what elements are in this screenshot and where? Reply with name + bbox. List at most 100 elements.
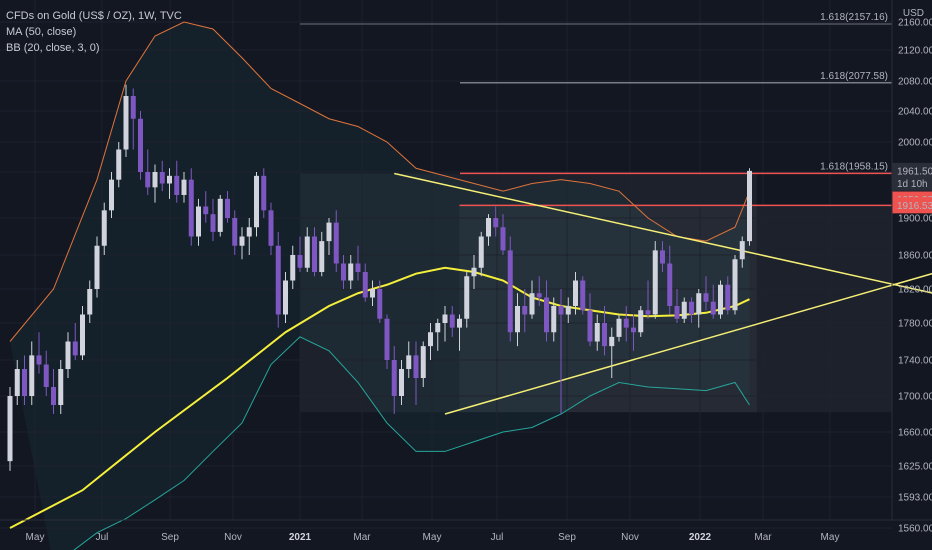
- candle-body: [196, 206, 201, 237]
- y-tick-label: 1900.00: [898, 214, 932, 225]
- legend-ma: MA (50, close): [6, 26, 77, 38]
- candle-body: [138, 118, 143, 172]
- candle-body: [51, 387, 56, 405]
- candle-body: [232, 218, 238, 246]
- candle-body: [362, 272, 368, 298]
- candle-body: [710, 301, 716, 315]
- candle-body: [7, 396, 13, 462]
- x-tick-label: Nov: [621, 532, 639, 543]
- candle-body: [747, 170, 752, 242]
- y-tick-label: 1593.00: [898, 493, 932, 504]
- currency-label: USD: [902, 8, 924, 19]
- candle-body: [80, 314, 85, 356]
- candle-body: [457, 318, 462, 328]
- legend-symbol: CFDs on Gold (US$ / OZ), 1W, TVC: [6, 10, 182, 22]
- candle-body: [297, 255, 303, 268]
- candle-body: [341, 263, 346, 281]
- candle-body: [152, 172, 158, 188]
- x-tick-label: Jul: [491, 532, 504, 543]
- candle-body: [667, 263, 673, 306]
- candle-body: [246, 227, 252, 237]
- candle-body: [507, 250, 513, 333]
- candle-body: [660, 250, 665, 264]
- candle-body: [696, 293, 702, 315]
- candle-body: [43, 364, 49, 387]
- fib-level-label: 1.618(1958.15): [820, 161, 888, 172]
- y-tick-label: 1700.00: [898, 392, 932, 403]
- candle-body: [174, 175, 180, 195]
- candle-body: [435, 323, 441, 333]
- candle-body: [261, 175, 267, 211]
- candle-body: [406, 355, 412, 369]
- candle-body: [652, 250, 658, 315]
- price-badge-label: 1916.53: [897, 201, 932, 212]
- candle-body: [399, 369, 404, 396]
- candle-body: [486, 218, 491, 237]
- x-tick-label: 2022: [689, 532, 712, 543]
- y-tick-label: 2160.00: [898, 18, 932, 29]
- fib-level-label: 1.618(2157.16): [820, 12, 888, 23]
- range-box: [300, 173, 757, 413]
- y-tick-label: 1860.00: [898, 251, 932, 262]
- candle-body: [254, 175, 259, 228]
- candle-body: [275, 245, 281, 315]
- candle-body: [167, 175, 172, 184]
- y-tick-label: 2080.00: [898, 77, 932, 88]
- candle-body: [326, 222, 332, 242]
- candle-body: [72, 341, 78, 356]
- candle-body: [681, 301, 687, 319]
- candle-body: [428, 332, 433, 347]
- candle-body: [732, 259, 738, 311]
- candle-body: [616, 318, 622, 337]
- x-tick-label: May: [821, 532, 840, 543]
- y-tick-label: 2040.00: [898, 107, 932, 118]
- candle-body: [319, 241, 325, 272]
- current-price-badge: [892, 162, 932, 191]
- candle-body: [522, 306, 528, 315]
- candle-body: [544, 297, 549, 333]
- candle-body: [631, 327, 636, 333]
- x-tick-label: Nov: [224, 532, 242, 543]
- candle-body: [283, 280, 288, 315]
- candle-body: [203, 206, 209, 215]
- candle-body: [529, 293, 535, 315]
- candle-body: [478, 236, 484, 268]
- price-badge: [892, 197, 932, 214]
- countdown-label: 1d 10h: [897, 179, 928, 190]
- candle-body: [725, 284, 731, 311]
- candle-body: [689, 301, 694, 315]
- bb-lower-line: [73, 336, 750, 550]
- candle-body: [493, 218, 499, 228]
- candle-body: [442, 314, 448, 323]
- x-tick-label: Mar: [353, 532, 371, 543]
- candle-body: [674, 306, 680, 319]
- candle-body: [101, 210, 107, 246]
- candle-body: [268, 210, 274, 246]
- y-tick-label: 1625.00: [898, 462, 932, 473]
- candle-body: [703, 293, 709, 302]
- candle-body: [384, 318, 390, 360]
- x-tick-label: Jul: [96, 532, 109, 543]
- candle-body: [188, 179, 194, 237]
- candle-body: [130, 96, 136, 119]
- y-tick-label: 1560.00: [898, 524, 932, 535]
- y-tick-label: 1780.00: [898, 319, 932, 330]
- candle-body: [551, 306, 557, 333]
- candle-body: [609, 336, 615, 347]
- candle-body: [638, 310, 644, 333]
- candle-body: [225, 198, 230, 218]
- candle-body: [500, 227, 506, 251]
- y-tick-label: 2000.00: [898, 138, 932, 149]
- candle-body: [290, 255, 296, 281]
- candle-body: [573, 280, 578, 306]
- candle-body: [145, 172, 151, 188]
- y-tick-label: 1820.00: [898, 285, 932, 296]
- candle-body: [87, 289, 93, 315]
- candle-body: [623, 318, 629, 328]
- candle-body: [123, 96, 129, 150]
- candle-body: [370, 289, 375, 298]
- legend: CFDs on Gold (US$ / OZ), 1W, TVC MA (50,…: [6, 8, 182, 56]
- x-tick-label: Sep: [161, 532, 179, 543]
